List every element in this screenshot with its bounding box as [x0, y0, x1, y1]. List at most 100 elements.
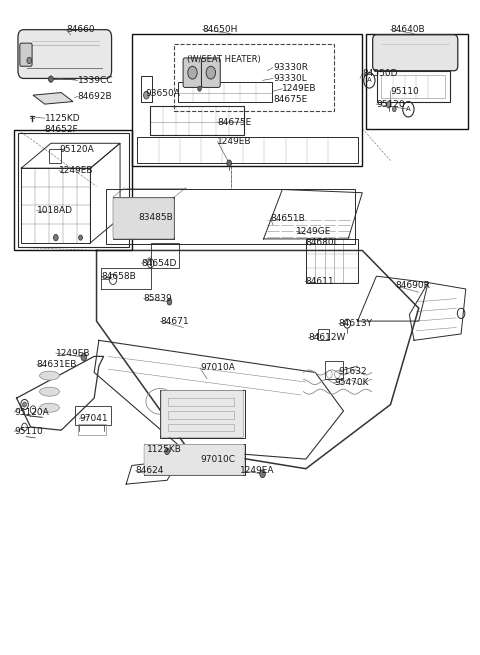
FancyBboxPatch shape	[113, 198, 174, 239]
Bar	[151, 243, 179, 269]
Text: 97041: 97041	[79, 414, 108, 423]
Circle shape	[165, 448, 169, 455]
FancyBboxPatch shape	[18, 29, 111, 79]
Bar	[18, 133, 129, 247]
Circle shape	[393, 107, 396, 112]
Text: 84640B: 84640B	[391, 25, 425, 34]
Text: 84675E: 84675E	[273, 95, 307, 104]
Text: 84652F: 84652F	[45, 125, 78, 134]
Text: 93330R: 93330R	[273, 63, 308, 72]
FancyBboxPatch shape	[202, 58, 220, 87]
FancyBboxPatch shape	[144, 444, 244, 475]
Bar	[160, 390, 245, 438]
Ellipse shape	[40, 387, 60, 396]
Text: 97010A: 97010A	[200, 364, 235, 373]
Text: 91632: 91632	[339, 367, 367, 376]
Bar	[113, 197, 174, 239]
Circle shape	[27, 57, 32, 64]
Text: 95120A: 95120A	[14, 407, 49, 417]
Circle shape	[48, 76, 53, 83]
Circle shape	[227, 160, 231, 166]
Bar	[78, 424, 106, 436]
Text: 84675E: 84675E	[217, 118, 252, 126]
Bar	[168, 424, 234, 432]
Bar	[150, 106, 244, 135]
Circle shape	[81, 353, 87, 361]
Text: (W/SEAT HEATER): (W/SEAT HEATER)	[187, 54, 261, 64]
Text: 1249EB: 1249EB	[56, 348, 90, 358]
Bar	[137, 138, 358, 163]
Text: 93330L: 93330L	[273, 74, 307, 83]
Circle shape	[53, 234, 58, 241]
Text: 95110: 95110	[391, 86, 419, 96]
Bar	[14, 130, 132, 250]
Bar	[318, 329, 329, 341]
Text: 84624: 84624	[135, 466, 164, 475]
Circle shape	[198, 86, 202, 91]
Text: 84613Y: 84613Y	[339, 319, 373, 328]
Bar	[168, 411, 234, 419]
Text: A: A	[406, 106, 411, 112]
Circle shape	[167, 299, 172, 305]
Text: 95110: 95110	[14, 427, 43, 436]
Circle shape	[260, 470, 265, 477]
Text: 95120: 95120	[376, 100, 405, 109]
Text: 1018AD: 1018AD	[37, 206, 73, 215]
Bar	[324, 361, 343, 379]
Text: 84658B: 84658B	[101, 272, 136, 280]
Bar	[144, 444, 245, 475]
Text: 1339CC: 1339CC	[78, 76, 113, 85]
Text: 84654D: 84654D	[141, 259, 177, 268]
Text: 95470K: 95470K	[334, 378, 369, 387]
FancyBboxPatch shape	[161, 390, 244, 438]
Bar	[168, 398, 234, 406]
Text: 97010C: 97010C	[200, 455, 235, 464]
Text: 83485B: 83485B	[139, 213, 174, 221]
Text: A: A	[367, 77, 372, 83]
Circle shape	[386, 102, 391, 108]
Bar	[381, 75, 444, 98]
Bar	[21, 168, 90, 243]
FancyBboxPatch shape	[372, 35, 458, 71]
Text: 1249EB: 1249EB	[282, 84, 317, 93]
Circle shape	[144, 91, 149, 99]
Bar	[178, 83, 272, 102]
Bar	[366, 33, 468, 128]
Text: 84671: 84671	[160, 316, 189, 326]
Bar	[306, 239, 358, 282]
Text: 84680L: 84680L	[306, 238, 339, 248]
Bar	[75, 406, 110, 425]
Circle shape	[188, 66, 197, 79]
Bar	[106, 189, 355, 244]
Bar	[141, 76, 152, 102]
Bar	[49, 149, 61, 163]
Ellipse shape	[40, 371, 60, 380]
Text: 84650H: 84650H	[203, 25, 238, 34]
Text: 1125KB: 1125KB	[147, 445, 182, 454]
Text: 84651B: 84651B	[271, 214, 305, 223]
Ellipse shape	[40, 403, 60, 412]
Text: 95120A: 95120A	[59, 145, 94, 153]
FancyBboxPatch shape	[20, 43, 32, 66]
Text: 84692B: 84692B	[78, 92, 112, 101]
Text: 1125KD: 1125KD	[45, 114, 81, 122]
Text: 1249GE: 1249GE	[297, 227, 332, 236]
Text: 1249EB: 1249EB	[217, 137, 252, 146]
Text: 84690R: 84690R	[395, 281, 430, 290]
Text: 85839: 85839	[144, 294, 172, 303]
Circle shape	[23, 402, 26, 407]
Text: 84660: 84660	[66, 25, 95, 34]
Text: 84550D: 84550D	[362, 69, 398, 79]
Text: 84612W: 84612W	[308, 333, 346, 343]
Text: 84631EB: 84631EB	[37, 360, 77, 369]
Circle shape	[206, 66, 216, 79]
Text: 93650A: 93650A	[145, 88, 180, 98]
Bar	[377, 71, 450, 102]
Text: 1249EA: 1249EA	[240, 466, 275, 475]
Circle shape	[79, 235, 83, 240]
Bar	[132, 33, 362, 166]
Bar	[174, 44, 334, 111]
Text: 84611: 84611	[305, 277, 334, 286]
FancyBboxPatch shape	[183, 58, 202, 87]
Polygon shape	[33, 92, 73, 104]
